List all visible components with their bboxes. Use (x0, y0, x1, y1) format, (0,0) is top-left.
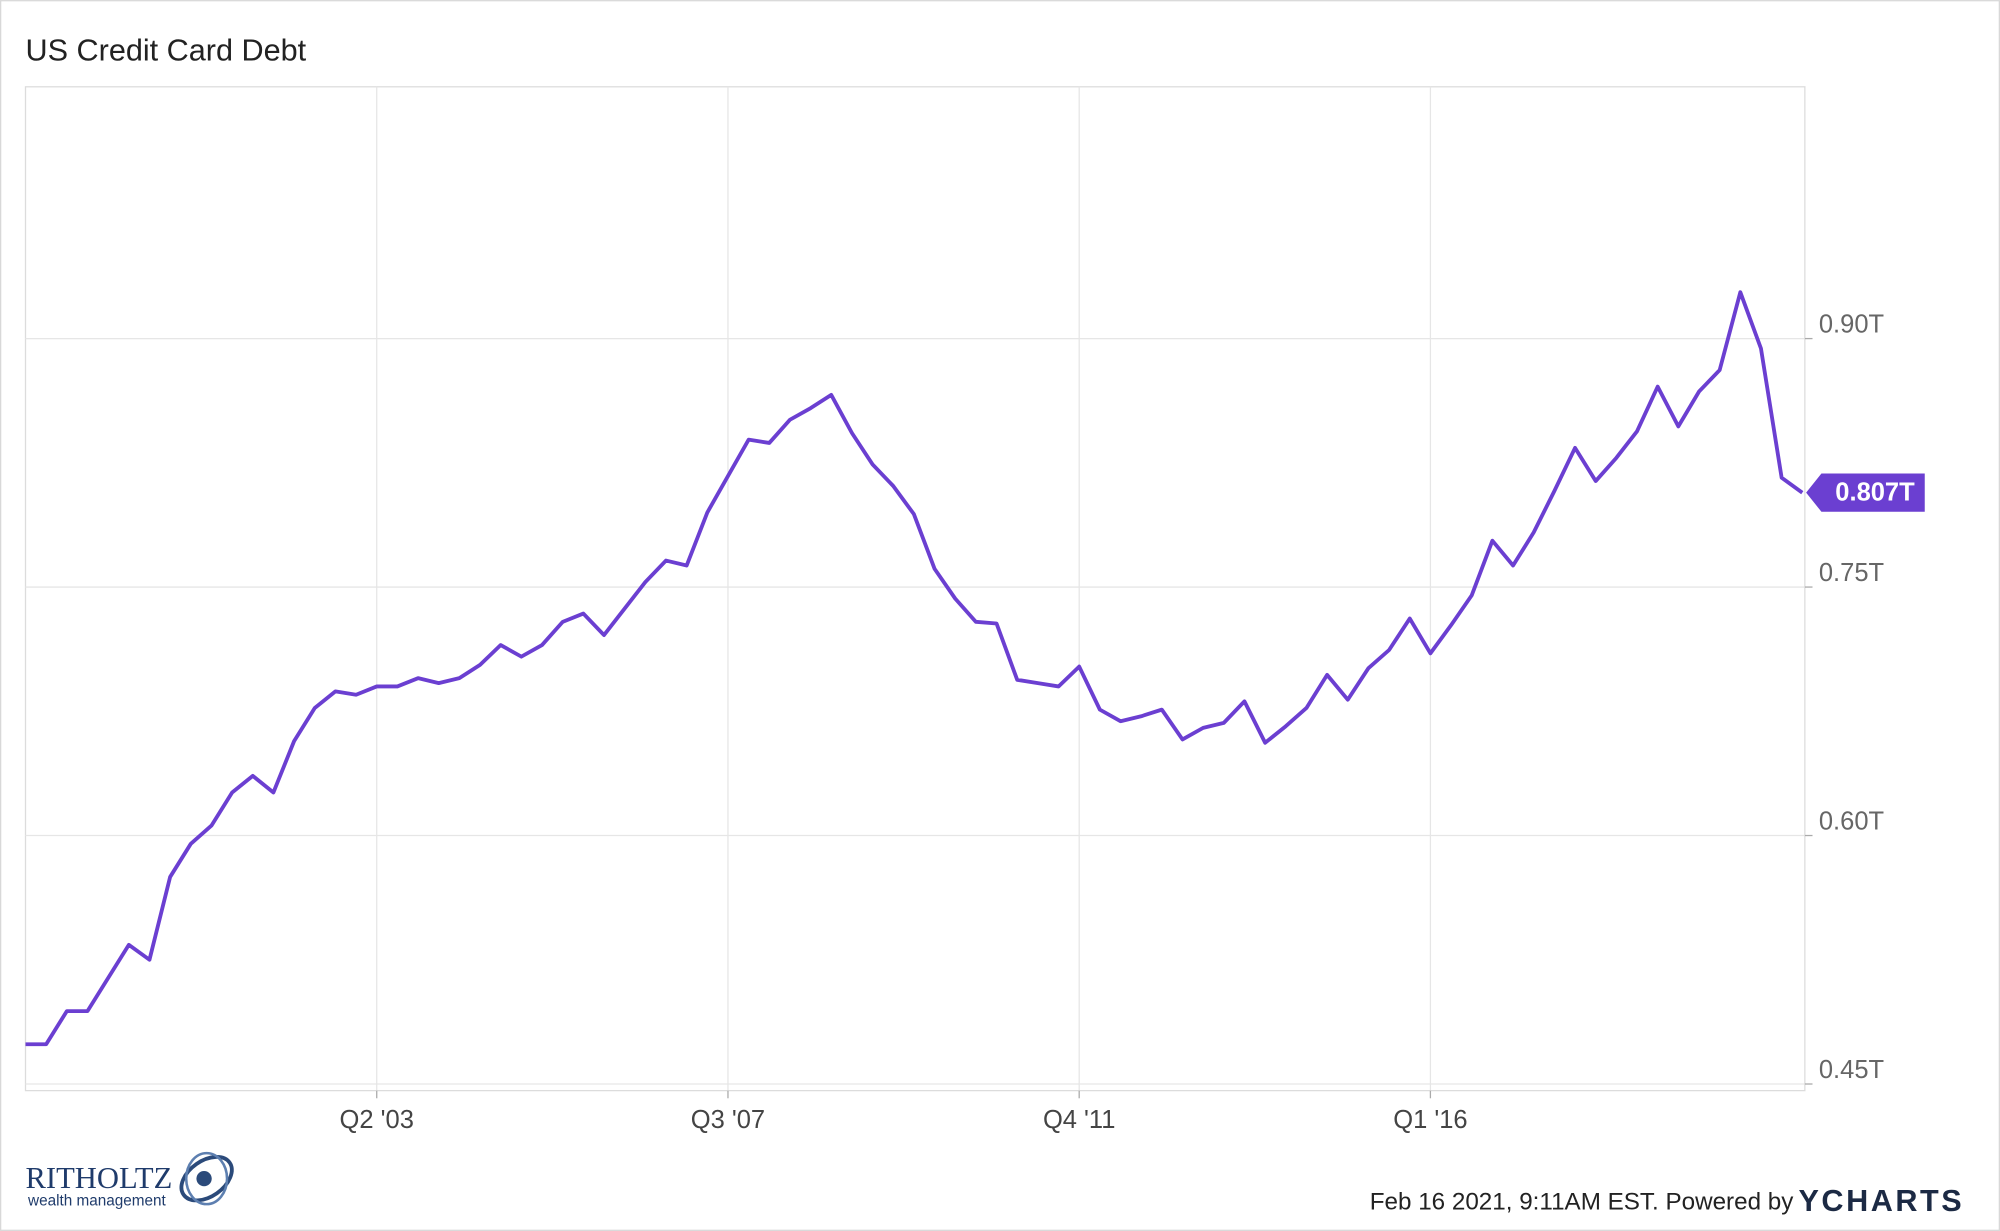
x-tick-label: Q2 '03 (340, 1106, 414, 1134)
value-label: 0.807T (1835, 479, 1915, 507)
logo-name: RITHOLTZ (26, 1161, 173, 1195)
y-tick-label: 0.45T (1819, 1056, 1884, 1084)
data-line (25, 290, 1804, 1047)
x-tick-label: Q1 '16 (1393, 1106, 1467, 1134)
x-tick-label: Q3 '07 (691, 1106, 765, 1134)
x-tick-label: Q4 '11 (1043, 1106, 1115, 1134)
chart-title: US Credit Card Debt (26, 33, 307, 67)
y-tick-label: 0.75T (1819, 559, 1884, 587)
brand: YCHARTS (1798, 1184, 1964, 1218)
footer: Feb 16 2021, 9:11AM EST. Powered by (1370, 1188, 1795, 1215)
logo-emblem (179, 1151, 234, 1206)
y-tick-label: 0.90T (1819, 311, 1884, 339)
value-flag (1806, 473, 1925, 512)
y-tick-label: 0.60T (1819, 808, 1884, 836)
plot-area: 0.45T 0.60T 0.75T 0.90T Q2 '03 Q3 '07 Q4 '11 Q1… (24, 86, 1925, 1134)
plot-frame (24, 86, 1806, 1092)
logo-tagline: wealth management (27, 1193, 167, 1210)
